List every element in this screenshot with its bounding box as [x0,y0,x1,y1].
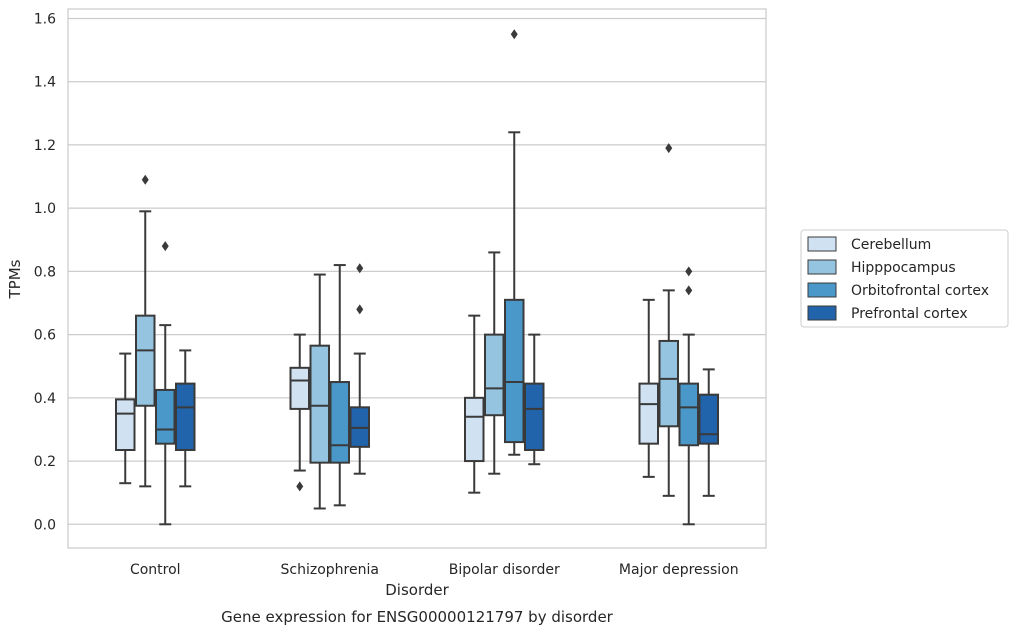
outlier-point [665,143,673,154]
x-tick-label: Schizophrenia [281,562,379,578]
plot-frame [67,8,767,549]
x-tick-label: Control [130,562,181,578]
box-bipolar-disorder-orbitofrontal-cortex [504,29,525,456]
y-tick-labels: 0.0 0.2 0.4 0.6 0.8 1.0 1.2 1.4 1.6 [34,11,56,533]
x-tick-label: Bipolar disorder [449,562,560,578]
plot-area [68,9,766,548]
outlier-point [510,29,518,40]
legend-swatch-prefrontal [807,305,837,321]
y-tick-label: 1.4 [34,75,56,91]
y-tick-label: 0.0 [34,517,56,533]
box-major-depression-orbitofrontal-cortex [678,266,699,526]
box-body [155,388,176,445]
box-body [504,298,525,444]
box-body [115,398,136,451]
box-major-depression-prefrontal-cortex [698,368,719,497]
box-body [658,339,679,428]
box-schizophrenia-cerebellum [289,333,310,492]
outlier-point [685,266,693,277]
box-body [329,381,350,464]
y-tick-label: 0.4 [34,391,56,407]
box-bipolar-disorder-prefrontal-cortex [524,333,545,466]
outlier-point [141,174,149,185]
outlier-point [296,481,304,492]
outlier-point [161,241,169,252]
legend-frame [800,229,1009,328]
legend: Cerebellum Hipppocampus Orbitofrontal co… [800,229,1009,328]
box-bipolar-disorder-cerebellum [464,314,485,494]
box-control-orbitofrontal-cortex [155,241,176,526]
box-body [289,366,310,410]
box-body [524,382,545,452]
box-body [678,382,699,447]
outlier-point [685,285,693,296]
box-schizophrenia-orbitofrontal-cortex [329,264,350,507]
x-tick-label: Major depression [619,562,739,578]
legend-swatch-orbitofrontal [807,282,837,298]
box-body [175,382,196,452]
x-tick-labels: Control Schizophrenia Bipolar disorder Majo… [130,562,739,578]
box-body [135,314,156,407]
box-body [484,333,505,417]
box-major-depression-cerebellum [638,298,659,478]
y-tick-label: 1.0 [34,201,56,217]
outlier-point [356,263,364,274]
y-tick-label: 0.2 [34,454,56,470]
chart-caption: Gene expression for ENSG00000121797 by d… [221,608,614,626]
y-tick-label: 0.8 [34,264,56,280]
box-control-hipppocampus [135,174,156,488]
box-schizophrenia-hipppocampus [309,273,330,510]
legend-label-prefrontal: Prefrontal cortex [851,306,968,322]
box-body [638,382,659,445]
legend-swatch-cerebellum [807,236,837,252]
x-axis-title: Disorder [385,581,449,599]
box-body [464,396,485,463]
box-control-cerebellum [115,352,136,485]
y-tick-label: 1.2 [34,138,56,154]
box-body [698,393,719,445]
legend-label-orbitofrontal: Orbitofrontal cortex [851,283,989,299]
box-major-depression-hipppocampus [658,143,679,497]
legend-label-cerebellum: Cerebellum [851,237,931,253]
legend-swatch-hippocampus [807,259,837,275]
box-bipolar-disorder-hipppocampus [484,251,505,475]
y-tick-label: 0.6 [34,328,56,344]
y-tick-label: 1.6 [34,11,56,27]
outlier-point [356,304,364,315]
box-control-prefrontal-cortex [175,349,196,488]
legend-label-hippocampus: Hipppocampus [851,260,956,276]
boxes [115,29,719,526]
box-body [309,344,330,464]
box-schizophrenia-prefrontal-cortex [349,263,370,475]
y-axis-title: TPMs [6,259,24,299]
